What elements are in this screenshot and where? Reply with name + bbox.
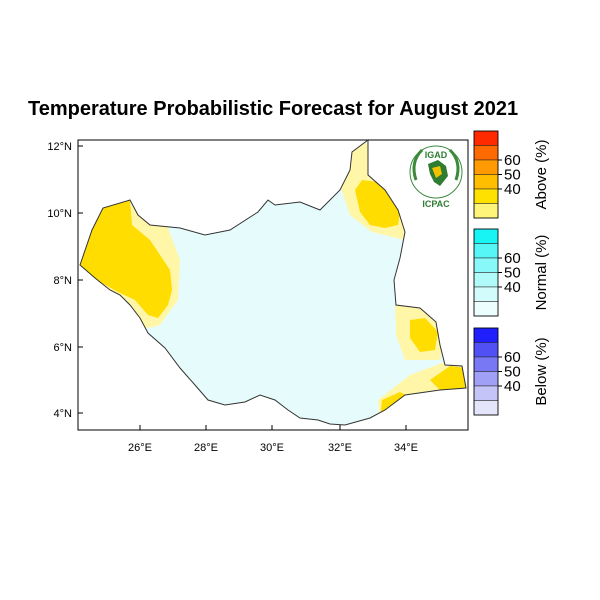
colorbar-swatch — [473, 400, 499, 416]
colorbar-tick-label: 40 — [504, 378, 521, 395]
above-west-zone — [80, 200, 172, 318]
colorbar-group-label: Normal (%) — [533, 235, 550, 311]
colorbar-swatch — [473, 228, 499, 244]
colorbar-swatch — [473, 356, 499, 372]
colorbar-swatch — [473, 385, 499, 401]
colorbar-tick-label: 60 — [504, 250, 521, 267]
colorbar-swatch — [473, 243, 499, 259]
colorbar-tick-label: 50 — [504, 364, 521, 381]
igad-icpac-logo: IGAD — [409, 145, 463, 199]
above-northeast-zone — [355, 180, 400, 228]
x-tick-label: 32°E — [328, 442, 352, 454]
colorbar-swatch — [473, 257, 499, 273]
colorbar-swatch — [473, 286, 499, 302]
colorbar-swatch — [473, 159, 499, 175]
y-tick-label: 10°N — [47, 208, 72, 220]
colorbar-swatch — [473, 371, 499, 387]
colorbar-swatch — [473, 145, 499, 161]
colorbar-tick-label: 50 — [504, 265, 521, 282]
y-axis-ticks: 12°N 10°N 8°N 6°N 4°N — [47, 141, 83, 420]
y-tick-label: 4°N — [54, 408, 73, 420]
colorbar-group-label: Below (%) — [533, 337, 550, 405]
x-tick-label: 34°E — [394, 442, 418, 454]
colorbar-tick-label: 60 — [504, 349, 521, 366]
colorbar-tick-label: 50 — [504, 167, 521, 184]
logo-top-text: IGAD — [425, 150, 448, 160]
colorbar-swatch — [473, 130, 499, 146]
above-east-zone — [410, 318, 438, 352]
page-title: Temperature Probabilistic Forecast for A… — [28, 98, 519, 120]
colorbar-swatch — [473, 188, 499, 204]
colorbar-group-label: Above (%) — [533, 139, 550, 209]
colorbar-swatch — [473, 272, 499, 288]
y-tick-label: 8°N — [54, 275, 73, 287]
y-tick-label: 6°N — [54, 342, 73, 354]
colorbar-tick-label: 60 — [504, 152, 521, 169]
colorbar-tick-label: 40 — [504, 181, 521, 198]
colorbar-tick-label: 40 — [504, 279, 521, 296]
colorbar-swatch — [473, 174, 499, 190]
x-tick-label: 26°E — [128, 442, 152, 454]
x-tick-label: 28°E — [194, 442, 218, 454]
colorbar-swatch — [473, 301, 499, 317]
colorbar-swatch — [473, 342, 499, 358]
x-tick-label: 30°E — [260, 442, 284, 454]
colorbar-swatch — [473, 203, 499, 219]
x-axis-ticks: 26°E 28°E 30°E 32°E 34°E — [128, 425, 418, 454]
y-tick-label: 12°N — [47, 141, 72, 153]
colorbar-swatch — [473, 327, 499, 343]
above-southeast-zone — [430, 366, 466, 390]
logo-bottom-text: ICPAC — [422, 199, 450, 209]
